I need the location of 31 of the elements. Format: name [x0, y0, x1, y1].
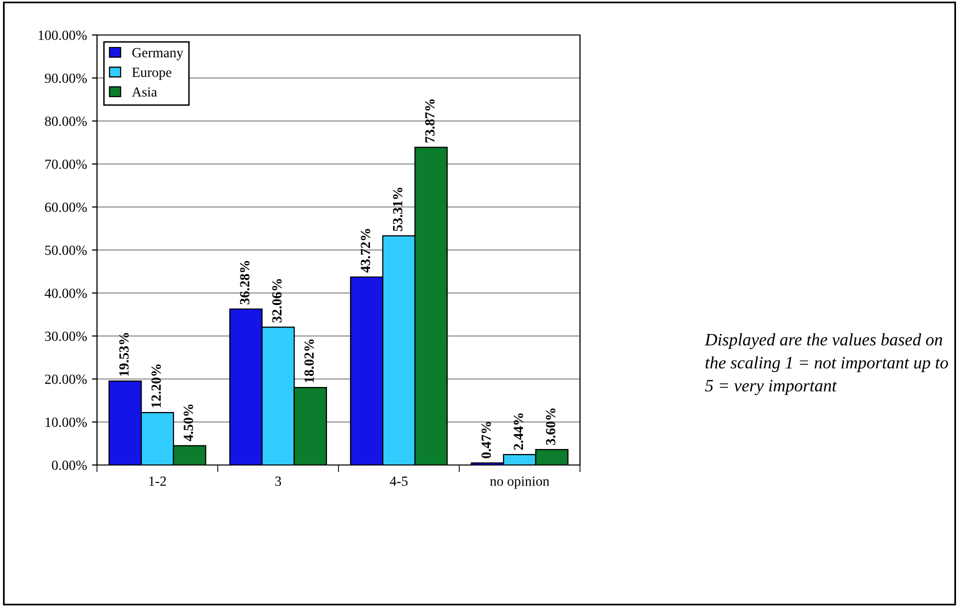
- y-tick-label: 80.00%: [44, 116, 87, 126]
- data-label: 43.72%: [360, 229, 370, 273]
- y-tick-label: 100.00%: [38, 30, 87, 40]
- y-tick-label: 90.00%: [44, 74, 87, 84]
- y-tick-label: 40.00%: [44, 288, 87, 298]
- x-tick-label: no opinion: [490, 476, 550, 489]
- x-tick-label: 4-5: [390, 476, 408, 486]
- data-label: 73.87%: [425, 99, 435, 142]
- data-label: 36.28%: [240, 260, 250, 304]
- data-label: 0.47%: [482, 422, 491, 458]
- data-label: 19.53%: [119, 333, 129, 376]
- legend-label: Europe: [132, 68, 172, 80]
- data-label: 4.50%: [184, 404, 194, 442]
- text: Displayed are the values based on the scaling 1 = not important up to 5 = very important: [704, 333, 948, 396]
- data-label: 3.60%: [546, 408, 556, 445]
- x-tick-label: 1-2: [149, 476, 166, 486]
- y-tick-label: 70.00%: [45, 160, 87, 170]
- y-tick-label: 20.00%: [45, 374, 87, 384]
- x-tick-label: 3: [275, 476, 282, 486]
- legend-label: Germany: [132, 48, 184, 60]
- data-label: 18.02%: [304, 340, 314, 382]
- data-label: 53.31%: [392, 188, 402, 232]
- y-tick-label: 50.00%: [45, 246, 87, 256]
- y-tick-label: 60.00%: [45, 202, 87, 212]
- y-tick-label: 10.00%: [46, 418, 87, 428]
- y-tick-label: 30.00%: [45, 332, 87, 342]
- legend-label: Asia: [132, 87, 157, 97]
- data-label: 12.20%: [151, 364, 161, 408]
- data-label: 32.06%: [272, 279, 282, 322]
- y-tick-label: 0.00%: [52, 460, 87, 470]
- data-label: 2.44%: [514, 413, 524, 450]
